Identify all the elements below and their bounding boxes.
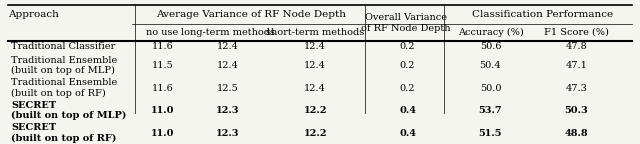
Text: Accuracy (%): Accuracy (%) [458,28,524,37]
Text: 12.2: 12.2 [303,106,327,115]
Text: 11.6: 11.6 [152,84,173,93]
Text: 50.0: 50.0 [480,84,501,93]
Text: long-term methods: long-term methods [180,28,275,37]
Text: 47.1: 47.1 [566,61,588,70]
Text: 0.4: 0.4 [399,129,416,138]
Text: 0.4: 0.4 [399,106,416,115]
Text: Traditional Ensemble
(built on top of MLP): Traditional Ensemble (built on top of ML… [11,56,117,75]
Text: 12.3: 12.3 [216,129,239,138]
Text: 11.5: 11.5 [152,61,173,70]
Text: Overall Variance
of RF Node Depth: Overall Variance of RF Node Depth [361,13,451,33]
Text: Average Variance of RF Node Depth: Average Variance of RF Node Depth [157,10,346,19]
Text: 47.3: 47.3 [566,84,588,93]
Text: SECRET
(built on top of MLP): SECRET (built on top of MLP) [11,101,126,120]
Text: 47.8: 47.8 [566,42,588,52]
Text: 53.7: 53.7 [479,106,502,115]
Text: 50.4: 50.4 [479,61,501,70]
Text: 11.0: 11.0 [150,129,174,138]
Text: no use: no use [146,28,179,37]
Text: 0.2: 0.2 [400,61,415,70]
Text: 51.5: 51.5 [479,129,502,138]
Text: 12.4: 12.4 [217,61,239,70]
Text: 11.6: 11.6 [152,42,173,52]
Text: 50.3: 50.3 [564,106,588,115]
Text: Traditional Ensemble
(built on top of RF): Traditional Ensemble (built on top of RF… [11,78,117,98]
Text: 12.4: 12.4 [304,42,326,52]
Text: 12.4: 12.4 [304,61,326,70]
Text: F1 Score (%): F1 Score (%) [544,28,609,37]
Text: Classification Performance: Classification Performance [472,10,614,19]
Text: SECRET
(built on top of RF): SECRET (built on top of RF) [11,123,116,143]
Text: 12.4: 12.4 [304,84,326,93]
Text: 0.2: 0.2 [400,42,415,52]
Text: 0.2: 0.2 [400,84,415,93]
Text: 11.0: 11.0 [150,106,174,115]
Text: 12.2: 12.2 [303,129,327,138]
Text: 12.3: 12.3 [216,106,239,115]
Text: 12.4: 12.4 [217,42,239,52]
Text: 12.5: 12.5 [217,84,239,93]
Text: short-term methods: short-term methods [266,28,364,37]
Text: 48.8: 48.8 [564,129,588,138]
Text: Approach: Approach [8,10,59,19]
Text: 50.6: 50.6 [480,42,501,52]
Text: Traditional Classifier: Traditional Classifier [11,42,115,52]
